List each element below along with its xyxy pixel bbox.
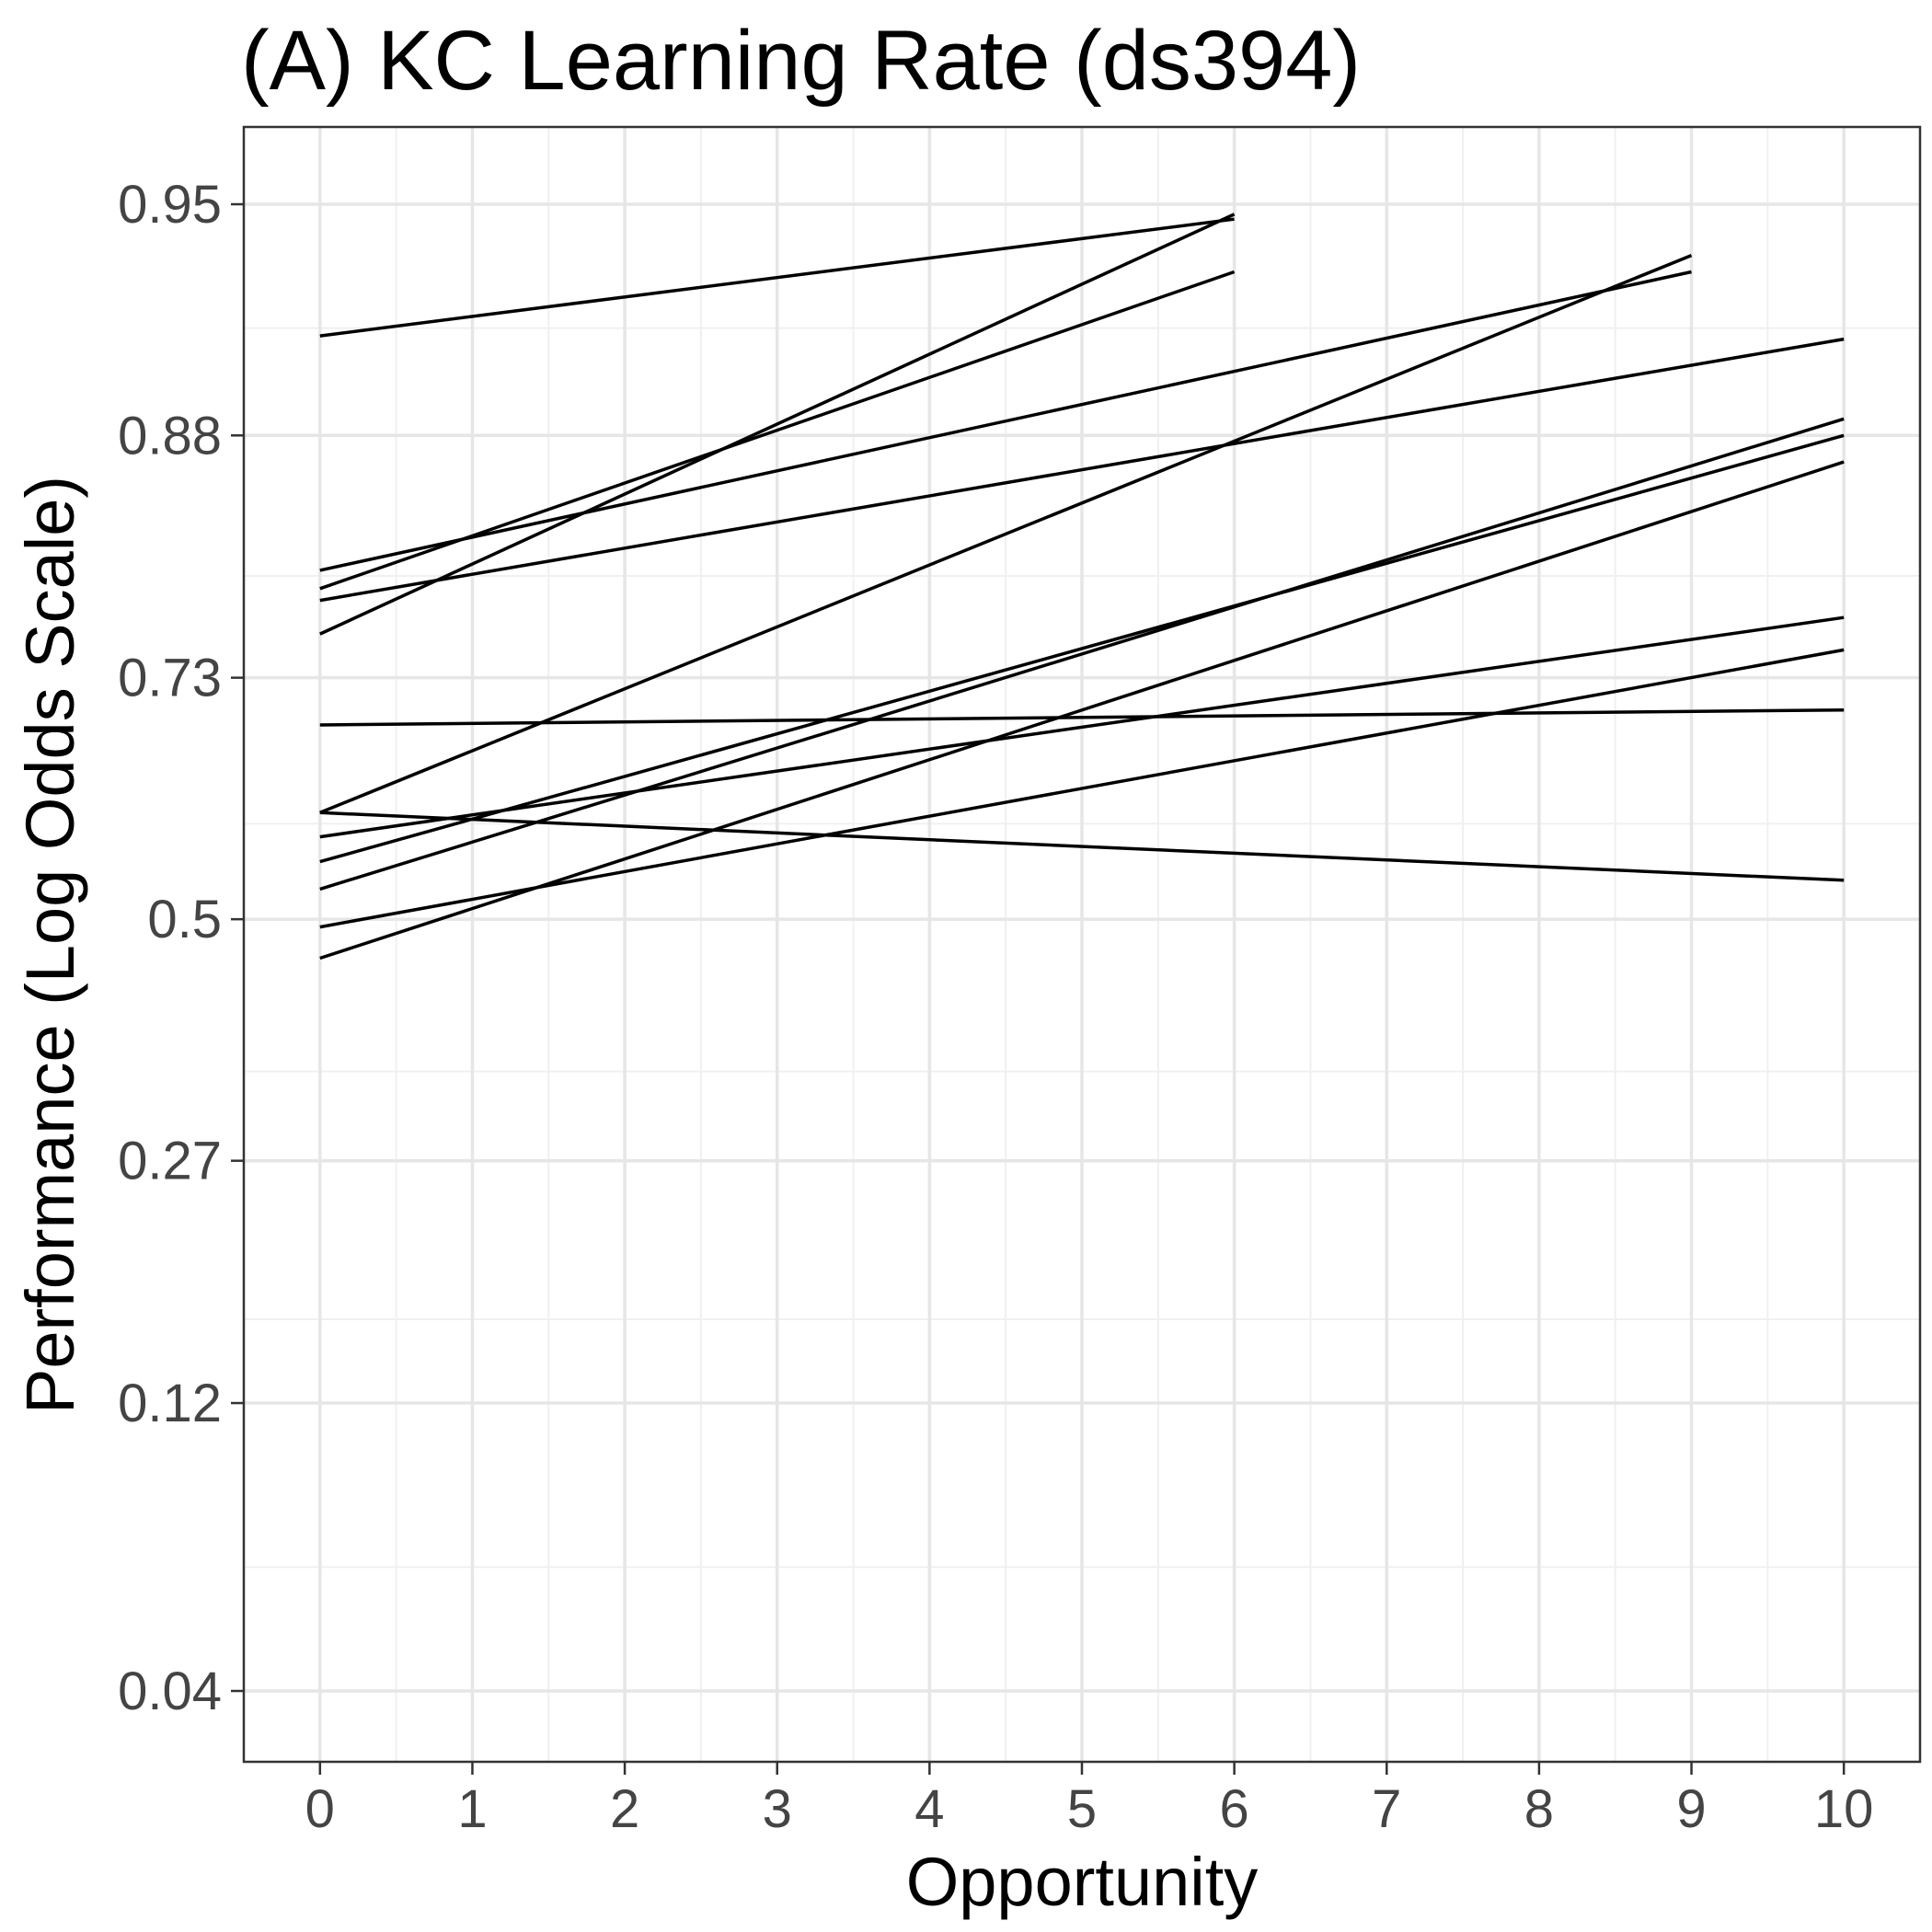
x-tick-label: 4 [914,1779,944,1839]
series-line-11 [319,417,1845,891]
series-line-2 [319,213,1236,636]
series-line-13 [319,460,1845,960]
x-tick-label: 2 [610,1779,639,1839]
series-line-5 [319,270,1692,572]
y-tick-label: 0.12 [118,1374,222,1433]
y-tick-label: 0.27 [118,1132,222,1191]
series-line-10 [319,433,1845,864]
y-tick-label: 0.95 [118,175,222,235]
series-line-12 [319,648,1845,929]
y-axis-title: Performance (Log Odds Scale) [12,476,88,1414]
series-line-1 [319,217,1235,338]
x-tick-label: 1 [457,1779,487,1839]
major-gridlines [244,127,1920,1762]
series-line-8 [319,811,1845,882]
y-tick-label: 0.88 [118,406,222,466]
x-tick-label: 0 [305,1779,335,1839]
series-line-6 [319,337,1845,603]
y-tick-label: 0.04 [118,1662,222,1721]
x-tick-label: 3 [763,1779,792,1839]
x-axis-ticks: 0 1 2 3 4 5 6 7 8 9 10 [305,1762,1874,1839]
x-tick-label: 6 [1220,1779,1249,1839]
series-line-4 [319,253,1693,814]
y-tick-label: 0.5 [147,890,222,949]
x-tick-label: 7 [1372,1779,1401,1839]
x-axis-title: Opportunity [906,1844,1259,1920]
x-tick-label: 10 [1814,1779,1874,1839]
x-tick-label: 9 [1676,1779,1706,1839]
series-lines [319,213,1845,960]
series-line-9 [319,615,1845,839]
x-tick-label: 5 [1067,1779,1097,1839]
y-tick-label: 0.73 [118,649,222,708]
x-tick-label: 8 [1524,1779,1554,1839]
chart-title: (A) KC Learning Rate (ds394) [241,14,1361,108]
series-line-7 [319,707,1845,727]
y-axis-ticks: 0.04 0.12 0.27 0.5 0.73 0.88 0.95 [118,175,244,1721]
